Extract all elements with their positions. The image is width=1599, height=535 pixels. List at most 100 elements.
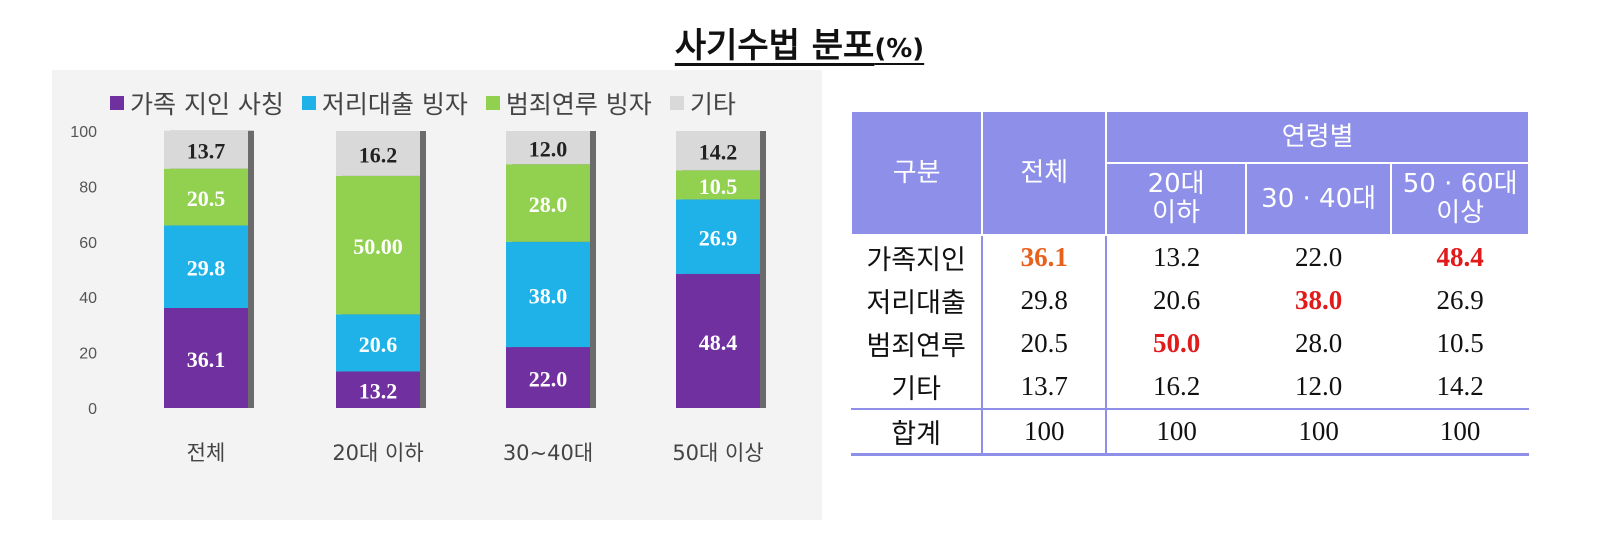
legend-label: 저리대출 빙자 (321, 90, 468, 119)
table-cell: 100 (1106, 408, 1246, 456)
table-row: 가족지인 36.1 13.2 22.0 48.4 (851, 235, 1529, 279)
bar-data-label: 48.4 (699, 330, 738, 355)
bar-data-label: 13.7 (187, 139, 226, 164)
bar-data-label: 16.2 (359, 142, 398, 167)
title-unit: (%) (874, 34, 925, 64)
y-tick-label: 60 (79, 235, 97, 252)
bar-segment (336, 175, 420, 315)
y-tick-label: 80 (79, 179, 97, 196)
table-cell: 100 (1391, 408, 1529, 456)
table-cell: 50.0 (1152, 328, 1201, 358)
stats-table-wrap: 구분 전체 연령별 20대 이하 30 · 40대 50 · 60대 이상 가족… (849, 110, 1530, 456)
bar-data-label: 50.00 (353, 234, 403, 259)
legend-label: 범죄연루 빙자 (505, 90, 652, 119)
page-title: 사기수법 분포(%) (0, 18, 1599, 67)
row-label: 저리대출 (851, 279, 984, 322)
header-age-20-line1: 20대 (1147, 169, 1205, 200)
table-cell: 13.2 (1152, 242, 1201, 272)
legend-label: 가족 지인 사칭 (130, 90, 284, 119)
x-tick-label: 30~40대 (503, 441, 593, 465)
bar-data-label: 20.5 (187, 186, 226, 211)
bar-segment (336, 131, 420, 176)
table-row: 기타 13.7 16.2 12.0 14.2 (851, 365, 1529, 409)
legend-swatch (485, 96, 500, 110)
bar-data-label: 12.0 (529, 137, 568, 162)
table-cell: 29.8 (982, 279, 1108, 322)
bar-segment (506, 131, 590, 165)
header-age-50-60: 50 · 60대 이상 (1390, 162, 1530, 236)
stats-table-body: 가족지인 36.1 13.2 22.0 48.4 저리대출 29.8 20.6 38.0 26.9… (851, 235, 1529, 456)
table-cell: 20.6 (1152, 285, 1201, 315)
row-label: 가족지인 (851, 235, 984, 279)
bar-segment (506, 347, 590, 408)
bar-data-label: 36.1 (187, 347, 226, 372)
bar-segment (164, 130, 248, 169)
y-tick-label: 40 (79, 290, 97, 307)
table-cell: 16.2 (1152, 371, 1201, 401)
header-age-30-40: 30 · 40대 (1244, 162, 1393, 236)
bar-data-label: 29.8 (187, 256, 226, 281)
y-tick-label: 100 (70, 124, 97, 141)
legend-item: 저리대출 빙자 (301, 85, 468, 121)
stats-table: 구분 전체 연령별 20대 이하 30 · 40대 50 · 60대 이상 가족… (849, 110, 1530, 456)
table-row: 범죄연루 20.5 50.0 28.0 10.5 (851, 322, 1529, 365)
chart-legend: 가족 지인 사칭 저리대출 빙자 범죄연루 빙자 기타 (110, 85, 736, 121)
y-tick-label: 0 (88, 401, 97, 418)
header-age-50-60-line2: 이상 (1436, 198, 1485, 228)
legend-swatch (301, 96, 316, 110)
row-label: 기타 (851, 365, 984, 409)
stacked-bar-chart: 0 20 40 60 80 100 36.1 29.8 20.5 13.7 전체 13.2 20.6 50… (70, 124, 766, 465)
bar-segment (506, 241, 590, 348)
bar-segment (676, 131, 760, 171)
bar-data-label: 26.9 (699, 226, 738, 251)
table-cell: 48.4 (1436, 242, 1484, 272)
header-age-group: 연령별 (1105, 110, 1530, 164)
table-cell: 20.5 (982, 322, 1108, 365)
legend-label: 기타 (689, 90, 736, 119)
x-tick-label: 50대 이상 (672, 441, 763, 465)
bar-segment (506, 164, 590, 242)
legend-item: 기타 (669, 85, 736, 121)
header-total: 전체 (981, 110, 1108, 236)
table-cell: 100 (982, 408, 1108, 456)
bar-data-label: 22.0 (529, 367, 568, 392)
table-cell: 100 (1245, 408, 1392, 456)
bar-segment (676, 170, 760, 200)
bar-segment (336, 371, 420, 408)
table-row: 저리대출 29.8 20.6 38.0 26.9 (851, 279, 1529, 322)
header-age-20-line2: 이하 (1152, 198, 1201, 228)
header-age-20: 20대 이하 (1105, 162, 1247, 236)
row-label: 합계 (851, 408, 984, 456)
row-label: 범죄연루 (851, 322, 984, 365)
x-tick-label: 전체 (187, 441, 226, 465)
table-cell: 13.7 (982, 365, 1108, 409)
y-tick-label: 20 (79, 346, 97, 363)
bar-data-label: 38.0 (529, 283, 568, 308)
legend-swatch (110, 96, 124, 110)
table-cell: 22.0 (1295, 242, 1343, 272)
table-cell: 10.5 (1436, 328, 1484, 358)
bar-segment (164, 308, 248, 408)
bar-segment (676, 273, 760, 408)
title-main: 사기수법 분포 (674, 26, 875, 66)
legend-item: 범죄연루 빙자 (485, 85, 652, 121)
bar-segment (336, 314, 420, 372)
bar-data-label: 10.5 (699, 174, 738, 199)
table-row: 합계 100 100 100 100 (851, 408, 1529, 456)
header-group: 구분 (849, 110, 984, 236)
bar-data-label: 13.2 (359, 379, 398, 404)
legend-item: 가족 지인 사칭 (110, 85, 284, 121)
bar-data-label: 14.2 (699, 140, 738, 165)
header-age-30-40-line1: 30 · 40대 (1261, 183, 1377, 214)
x-tick-label: 20대 이하 (332, 441, 423, 465)
bar-segment (164, 168, 248, 226)
bar-data-label: 28.0 (529, 192, 568, 217)
table-cell: 26.9 (1436, 285, 1484, 315)
table-cell: 14.2 (1436, 371, 1484, 401)
bar-segment (676, 199, 760, 274)
bar-data-label: 20.6 (359, 332, 398, 357)
header-age-50-60-line1: 50 · 60대 (1402, 169, 1518, 200)
legend-swatch (669, 96, 684, 110)
table-cell: 28.0 (1295, 328, 1343, 358)
table-cell: 12.0 (1295, 371, 1343, 401)
